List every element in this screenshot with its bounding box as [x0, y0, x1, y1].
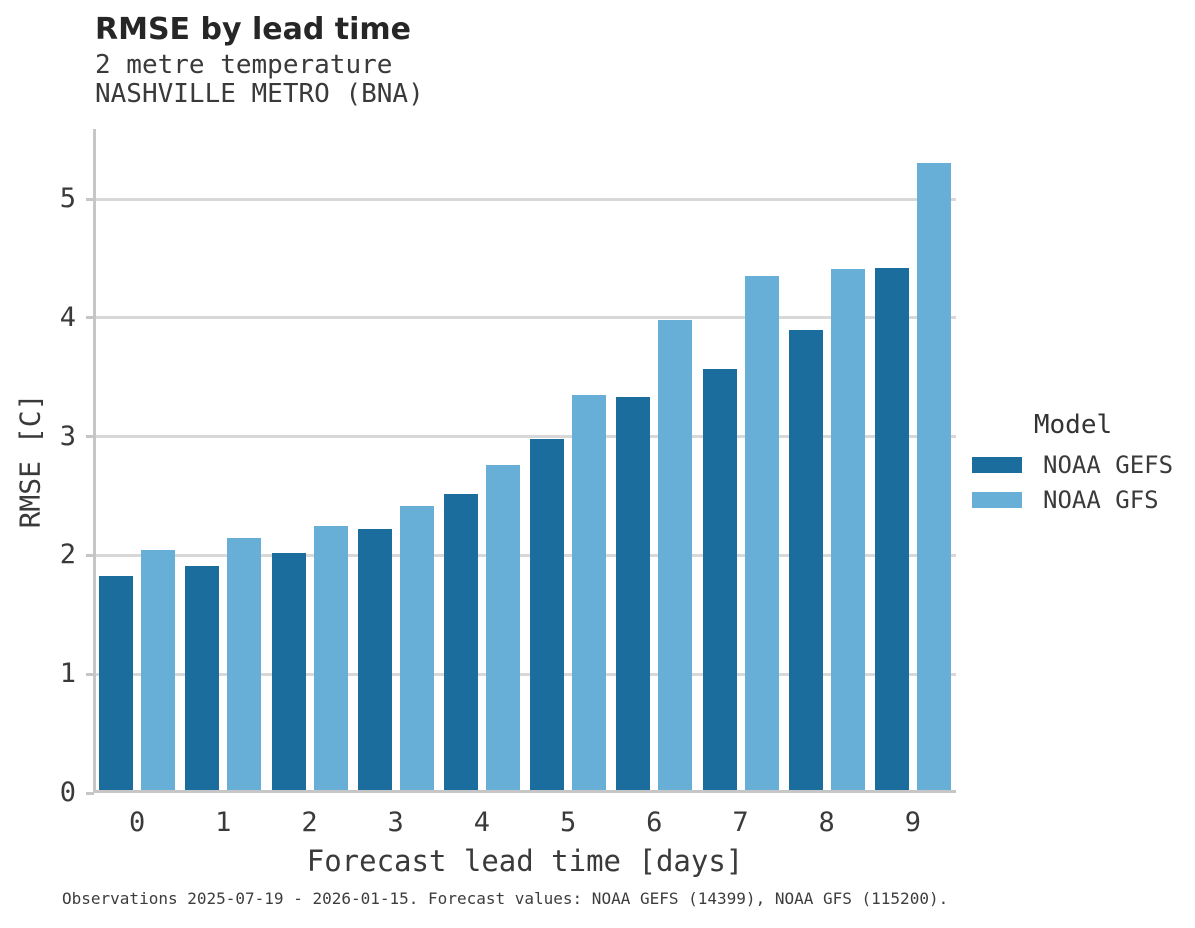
y-tick-mark-0 — [86, 791, 94, 795]
bar-noaa-gefs-lead-2 — [271, 553, 306, 793]
gridline-y-4 — [94, 316, 956, 320]
y-tick-label-3: 3 — [59, 420, 76, 452]
legend-swatch-noaa-gfs — [972, 492, 1022, 508]
chart-subtitle-variable: 2 metre temperature — [95, 50, 393, 80]
bar-noaa-gfs-lead-7 — [744, 276, 779, 793]
gridline-y-1 — [94, 672, 956, 676]
bar-noaa-gefs-lead-0 — [99, 575, 134, 793]
legend: Model NOAA GEFS NOAA GFS — [972, 410, 1174, 522]
y-tick-mark-2 — [86, 553, 94, 557]
bar-noaa-gefs-lead-7 — [702, 368, 737, 793]
bar-noaa-gfs-lead-4 — [485, 465, 520, 793]
chart-title: RMSE by lead time — [95, 12, 411, 47]
bar-noaa-gefs-lead-6 — [616, 397, 651, 793]
x-tick-label-4: 4 — [473, 807, 491, 838]
x-tick-label-7: 7 — [732, 807, 749, 838]
bar-noaa-gfs-lead-0 — [141, 549, 176, 793]
bar-noaa-gfs-lead-8 — [830, 269, 865, 793]
legend-label-noaa-gfs: NOAA GFS — [1043, 486, 1159, 514]
y-tick-mark-4 — [86, 316, 94, 320]
bar-noaa-gefs-lead-9 — [874, 267, 909, 793]
bar-noaa-gefs-lead-1 — [185, 566, 220, 793]
x-tick-label-0: 0 — [128, 807, 146, 838]
legend-swatch-noaa-gefs — [972, 457, 1022, 473]
y-axis-label: RMSE [C] — [13, 393, 47, 529]
legend-title: Model — [1033, 410, 1113, 440]
bar-noaa-gfs-lead-5 — [572, 395, 607, 793]
y-axis-line — [93, 129, 96, 793]
x-tick-label-9: 9 — [904, 807, 922, 838]
y-tick-label-4: 4 — [59, 301, 76, 333]
plot-area — [93, 129, 956, 793]
legend-label-noaa-gefs: NOAA GEFS — [1043, 451, 1174, 479]
y-tick-label-2: 2 — [59, 539, 76, 571]
bar-noaa-gefs-lead-8 — [788, 329, 823, 793]
legend-item-noaa-gfs: NOAA GFS — [972, 486, 1174, 514]
chart-subtitle-location: NASHVILLE METRO (BNA) — [95, 79, 424, 109]
bar-noaa-gefs-lead-3 — [357, 529, 392, 793]
x-axis-line — [93, 790, 956, 793]
bar-noaa-gfs-lead-2 — [313, 525, 348, 793]
y-tick-mark-1 — [86, 672, 94, 676]
x-axis-label: Forecast lead time [days] — [306, 844, 744, 878]
x-tick-label-8: 8 — [818, 807, 835, 838]
y-tick-mark-5 — [86, 197, 94, 201]
x-tick-label-3: 3 — [387, 807, 404, 838]
bar-noaa-gfs-lead-6 — [658, 320, 693, 793]
legend-item-noaa-gefs: NOAA GEFS — [972, 451, 1174, 479]
x-tick-label-1: 1 — [215, 807, 232, 838]
y-tick-label-0: 0 — [59, 777, 76, 808]
gridline-y-3 — [94, 435, 956, 439]
y-tick-label-5: 5 — [59, 183, 76, 215]
x-tick-label-2: 2 — [301, 807, 318, 838]
gridline-y-2 — [94, 553, 956, 557]
bar-noaa-gfs-lead-3 — [399, 505, 434, 793]
bar-noaa-gfs-lead-9 — [916, 163, 951, 793]
x-tick-label-6: 6 — [646, 807, 663, 838]
bar-noaa-gfs-lead-1 — [227, 537, 262, 793]
y-tick-label-1: 1 — [59, 658, 76, 690]
bar-noaa-gefs-lead-4 — [443, 493, 478, 793]
x-tick-label-5: 5 — [559, 807, 577, 838]
bar-noaa-gefs-lead-5 — [530, 439, 565, 793]
footnote: Observations 2025-07-19 - 2026-01-15. Fo… — [62, 889, 949, 908]
y-tick-mark-3 — [86, 435, 94, 439]
gridline-y-5 — [94, 197, 956, 201]
